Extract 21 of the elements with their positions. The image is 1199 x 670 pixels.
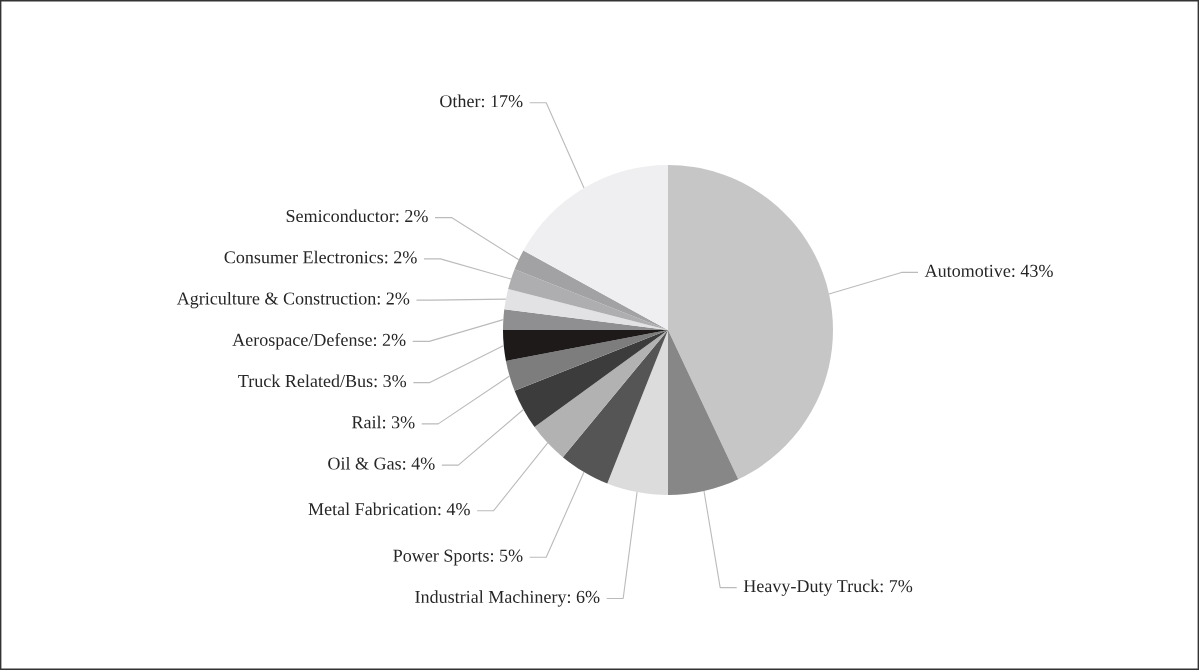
slice-label: Automotive: 43% — [924, 264, 1053, 278]
slice-label: Rail: 3% — [351, 415, 415, 429]
pie-slice — [504, 288, 668, 330]
slice-label: Other: 17% — [440, 94, 523, 108]
slice-label: Consumer Electronics: 2% — [224, 250, 417, 264]
slice-label: Metal Fabrication: 4% — [308, 502, 470, 516]
pie-slice — [668, 330, 739, 495]
slice-label: Industrial Machinery: 6% — [415, 590, 600, 607]
slice-label: Truck Related/Bus: 3% — [238, 374, 407, 388]
slice-label: Agriculture & Construction: 2% — [176, 291, 410, 309]
pie-slice — [607, 330, 668, 495]
pie-slice — [505, 330, 668, 391]
slice-label: Aerospace/Defense: 2% — [232, 333, 406, 350]
slice-label: Heavy-Duty Truck: 7% — [743, 579, 913, 596]
slice-label: Oil & Gas: 4% — [328, 456, 435, 470]
pie-slice — [514, 330, 668, 427]
pie-slice — [503, 330, 668, 361]
pie-slice — [523, 165, 668, 330]
pie-slice — [562, 330, 668, 484]
slice-label: Power Sports: 5% — [393, 549, 523, 566]
slice-label: Semiconductor: 2% — [286, 209, 428, 223]
